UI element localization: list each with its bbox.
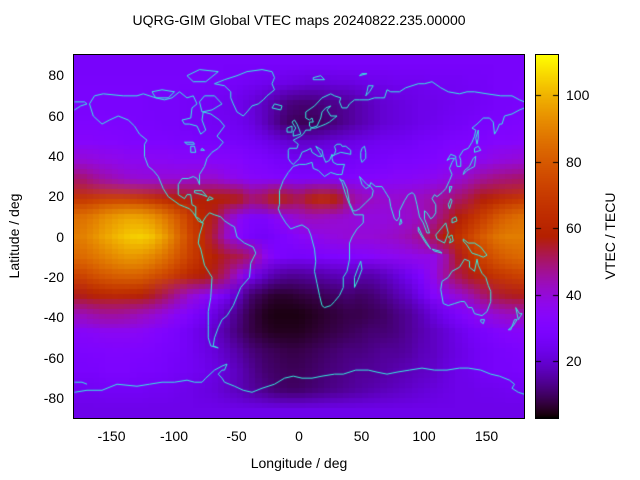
- y-tick-label: 40: [48, 147, 64, 164]
- x-tick-label: 0: [295, 428, 303, 444]
- y-tick-label: -40: [43, 309, 64, 326]
- page-title: UQRG-GIM Global VTEC maps 20240822.235.0…: [132, 12, 466, 28]
- y-tick-label: -20: [43, 268, 64, 285]
- y-tick-label: -80: [43, 389, 64, 406]
- x-tick-label: -150: [97, 428, 126, 444]
- colorbar-tick-label: 20: [566, 352, 582, 369]
- x-tick-label: 150: [474, 428, 499, 444]
- x-tick-label: 100: [412, 428, 436, 444]
- colorbar-canvas: [536, 55, 558, 418]
- y-tick-label: 20: [48, 188, 64, 205]
- vtec-heatmap-canvas: [74, 55, 524, 418]
- x-tick-label: -50: [226, 428, 247, 444]
- x-tick-label: -100: [159, 428, 189, 444]
- colorbar: [535, 54, 559, 419]
- colorbar-tick-label: 80: [566, 153, 582, 170]
- colorbar-tick-label: 100: [566, 87, 590, 104]
- colorbar-tick-label: 60: [566, 220, 582, 237]
- y-tick-label: 0: [56, 228, 64, 245]
- x-axis-label: Longitude / deg: [250, 455, 348, 471]
- x-tick-label: 50: [353, 428, 370, 444]
- colorbar-tick-label: 40: [566, 286, 582, 303]
- y-tick-label: -60: [43, 349, 64, 366]
- y-axis-label: Latitude / deg: [6, 193, 22, 279]
- map-plot-area: [73, 54, 525, 419]
- y-tick-label: 60: [48, 107, 64, 124]
- colorbar-label: VTEC / TECU: [602, 192, 618, 280]
- y-tick-label: 80: [48, 67, 64, 84]
